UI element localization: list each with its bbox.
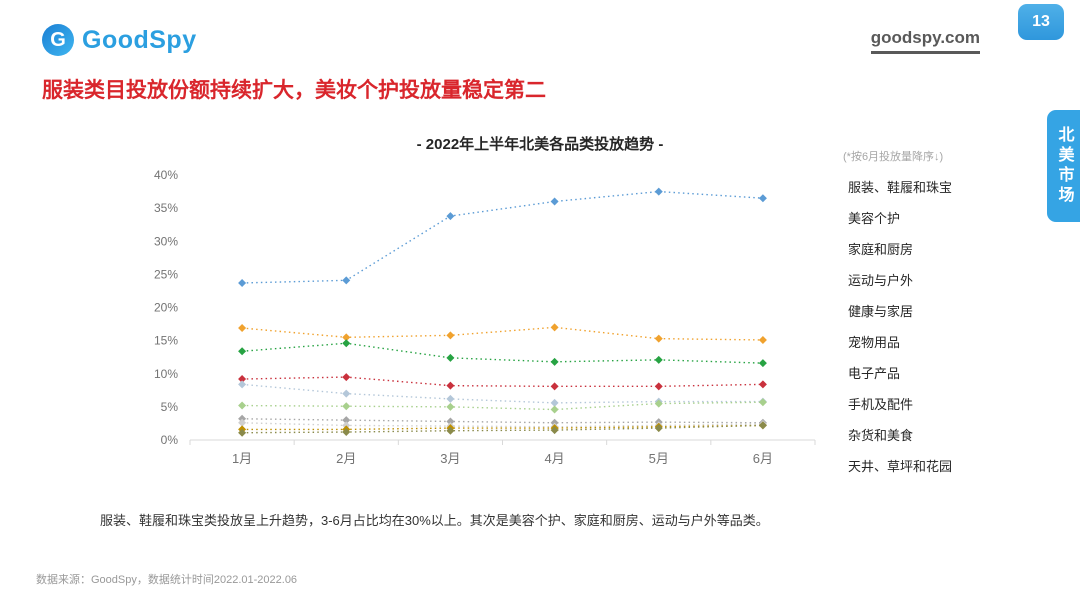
y-tick-label: 10% [154, 367, 178, 381]
section-tab-north-america[interactable]: 北美市场 [1047, 110, 1080, 222]
series-marker [654, 334, 663, 343]
series-marker [758, 335, 767, 344]
series-marker [550, 405, 559, 414]
x-tick-label: 6月 [753, 451, 773, 466]
series-marker [758, 398, 767, 407]
trend-chart: 0% 5% 10% 15% 20% 25% 30% 35% 40% 1月 2月 3月 4月 5月 6月 [154, 168, 816, 466]
series-marker [758, 380, 767, 389]
series-marker [446, 417, 455, 426]
series-marker [342, 339, 351, 348]
legend-item: 天井、草坪和花园 [848, 459, 953, 474]
series-marker [342, 428, 351, 437]
legend-list: 服装、鞋履和珠宝 美容个护家庭和厨房运动与户外健康与家居宠物用品电子产品手机及配件… [848, 178, 952, 476]
series-marker [550, 197, 559, 206]
series-line [242, 376, 763, 388]
page-number-badge: 13 [1018, 4, 1064, 40]
series-marker [446, 402, 455, 411]
series-marker [238, 418, 247, 427]
legend-item: 美容个护 [848, 211, 901, 226]
series-marker [654, 187, 663, 196]
y-tick-label: 20% [154, 301, 178, 315]
series-line [242, 190, 763, 284]
series-marker [758, 359, 767, 368]
series-marker [342, 416, 351, 425]
x-tick-label: 3月 [440, 451, 460, 466]
series-marker [238, 375, 247, 384]
y-tick-label: 0% [161, 433, 179, 447]
series-marker [654, 382, 663, 391]
website-link[interactable]: goodspy.com [870, 28, 980, 54]
series-marker [238, 324, 247, 333]
x-tick-label: 1月 [232, 451, 252, 466]
legend-item: 杂货和美食 [848, 428, 914, 443]
legend-item: 宠物用品 [848, 335, 901, 350]
chart-title: - 2022年上半年北美各品类投放趋势 - [416, 136, 664, 153]
y-tick-label: 25% [154, 267, 178, 281]
legend-item: 健康与家居 [848, 304, 914, 319]
legend-item: 服装、鞋履和珠宝 [848, 180, 953, 195]
goodspy-logo-text: GoodSpy [82, 25, 197, 54]
series-marker [342, 333, 351, 342]
series-marker [446, 353, 455, 362]
series-marker [238, 428, 247, 437]
legend-item: 电子产品 [848, 366, 901, 381]
series-line [242, 418, 763, 424]
series-marker [446, 394, 455, 403]
legend-sort-note: (*按6月投放量降序↓) [843, 151, 944, 163]
series-marker [550, 398, 559, 407]
series-marker [342, 276, 351, 285]
legend-item: 手机及配件 [848, 397, 914, 412]
series-marker [342, 402, 351, 411]
y-tick-label: 5% [161, 400, 179, 414]
series-marker [550, 382, 559, 391]
series-marker [342, 373, 351, 382]
x-tick-label: 4月 [544, 451, 564, 466]
y-tick-label: 30% [154, 234, 178, 248]
summary-text: 服装、鞋履和珠宝类投放呈上升趋势，3-6月占比均在30%以上。其次是美容个护、家… [100, 513, 769, 528]
chart-area: 0% 5% 10% 15% 20% 25% 30% 35% 40% 1月 2月 3月 4月 5月 6月 [120, 150, 820, 470]
goodspy-logo: G GoodSpy [42, 24, 197, 56]
series-marker [758, 194, 767, 203]
series-marker [238, 401, 247, 410]
series-line [242, 401, 763, 411]
series-marker [446, 331, 455, 340]
series-marker [238, 380, 247, 389]
series-marker [550, 323, 559, 332]
series-line [242, 326, 763, 341]
y-tick-label: 35% [154, 201, 178, 215]
series-line [242, 383, 763, 404]
goodspy-logo-icon: G [42, 24, 74, 56]
y-tick-label: 15% [154, 334, 178, 348]
series-marker [446, 212, 455, 221]
legend-item: 家庭和厨房 [848, 242, 914, 257]
series-marker [654, 399, 663, 408]
page-title: 服装类目投放份额持续扩大，美妆个护投放量稳定第二 [42, 79, 546, 102]
series-marker [238, 278, 247, 287]
series-marker [758, 421, 767, 430]
data-source-note: 数据来源：GoodSpy，数据统计时间2022.01-2022.06 [36, 574, 298, 586]
series-marker [446, 426, 455, 435]
x-tick-label: 5月 [649, 451, 669, 466]
series-marker [654, 424, 663, 433]
series-marker [238, 347, 247, 356]
series-line [242, 342, 763, 364]
legend-item: 运动与户外 [848, 273, 914, 288]
y-tick-label: 40% [154, 168, 178, 182]
series-marker [654, 355, 663, 364]
x-tick-label: 2月 [336, 451, 356, 466]
series-marker [342, 389, 351, 398]
series-marker [550, 357, 559, 366]
series-marker [446, 381, 455, 390]
series-marker [550, 426, 559, 435]
